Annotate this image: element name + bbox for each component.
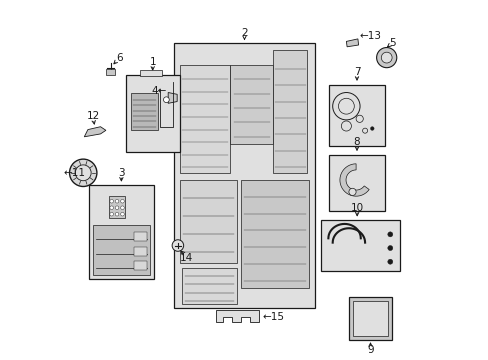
Text: 4←: 4← xyxy=(151,86,166,96)
Circle shape xyxy=(376,48,396,68)
Bar xyxy=(125,75,179,152)
Circle shape xyxy=(355,115,363,122)
Circle shape xyxy=(115,199,119,203)
Text: 3: 3 xyxy=(118,168,124,178)
Bar xyxy=(174,43,314,308)
Circle shape xyxy=(332,93,359,120)
Text: 12: 12 xyxy=(86,111,100,121)
Text: ←15: ←15 xyxy=(262,312,284,322)
Circle shape xyxy=(381,52,391,63)
Circle shape xyxy=(121,212,124,216)
Polygon shape xyxy=(168,93,177,103)
Bar xyxy=(179,65,230,173)
Circle shape xyxy=(115,212,119,216)
Bar xyxy=(321,220,400,271)
Text: 7: 7 xyxy=(353,67,360,77)
Circle shape xyxy=(115,206,119,210)
Bar xyxy=(328,155,384,211)
Text: 9: 9 xyxy=(366,345,373,355)
Text: 5: 5 xyxy=(388,38,395,48)
Text: ←13: ←13 xyxy=(359,31,381,41)
Circle shape xyxy=(362,128,367,133)
Circle shape xyxy=(338,98,354,114)
Bar xyxy=(241,180,309,288)
Bar xyxy=(89,185,153,279)
Bar xyxy=(352,301,387,336)
Polygon shape xyxy=(215,310,258,322)
Circle shape xyxy=(348,188,355,195)
Text: 10: 10 xyxy=(350,203,363,213)
Bar xyxy=(230,65,273,144)
Bar xyxy=(131,93,158,130)
Bar xyxy=(134,261,146,270)
Text: 14: 14 xyxy=(180,253,193,263)
Circle shape xyxy=(163,97,169,103)
Bar xyxy=(181,268,237,304)
Bar xyxy=(106,69,115,75)
Polygon shape xyxy=(339,164,368,196)
Circle shape xyxy=(370,127,373,130)
Bar xyxy=(134,247,146,256)
Bar xyxy=(328,85,384,146)
Bar xyxy=(134,232,146,241)
Circle shape xyxy=(75,165,91,181)
Bar xyxy=(140,70,162,76)
Circle shape xyxy=(69,159,97,186)
Bar xyxy=(273,50,307,173)
Circle shape xyxy=(121,199,124,203)
Polygon shape xyxy=(84,127,106,137)
Circle shape xyxy=(387,232,392,237)
Text: 1: 1 xyxy=(149,57,156,67)
Circle shape xyxy=(110,206,113,210)
Circle shape xyxy=(121,206,124,210)
Text: 2: 2 xyxy=(241,28,247,38)
Circle shape xyxy=(341,121,351,131)
Circle shape xyxy=(387,259,392,264)
Text: 8: 8 xyxy=(353,137,360,147)
Bar xyxy=(92,225,150,275)
Circle shape xyxy=(110,199,113,203)
Circle shape xyxy=(387,246,392,251)
Polygon shape xyxy=(346,39,358,47)
Text: ←11: ←11 xyxy=(63,168,85,178)
Circle shape xyxy=(172,240,183,251)
Bar xyxy=(348,297,391,340)
Circle shape xyxy=(110,212,113,216)
Bar xyxy=(108,196,125,218)
Text: 6: 6 xyxy=(116,53,122,63)
Bar xyxy=(179,180,237,263)
